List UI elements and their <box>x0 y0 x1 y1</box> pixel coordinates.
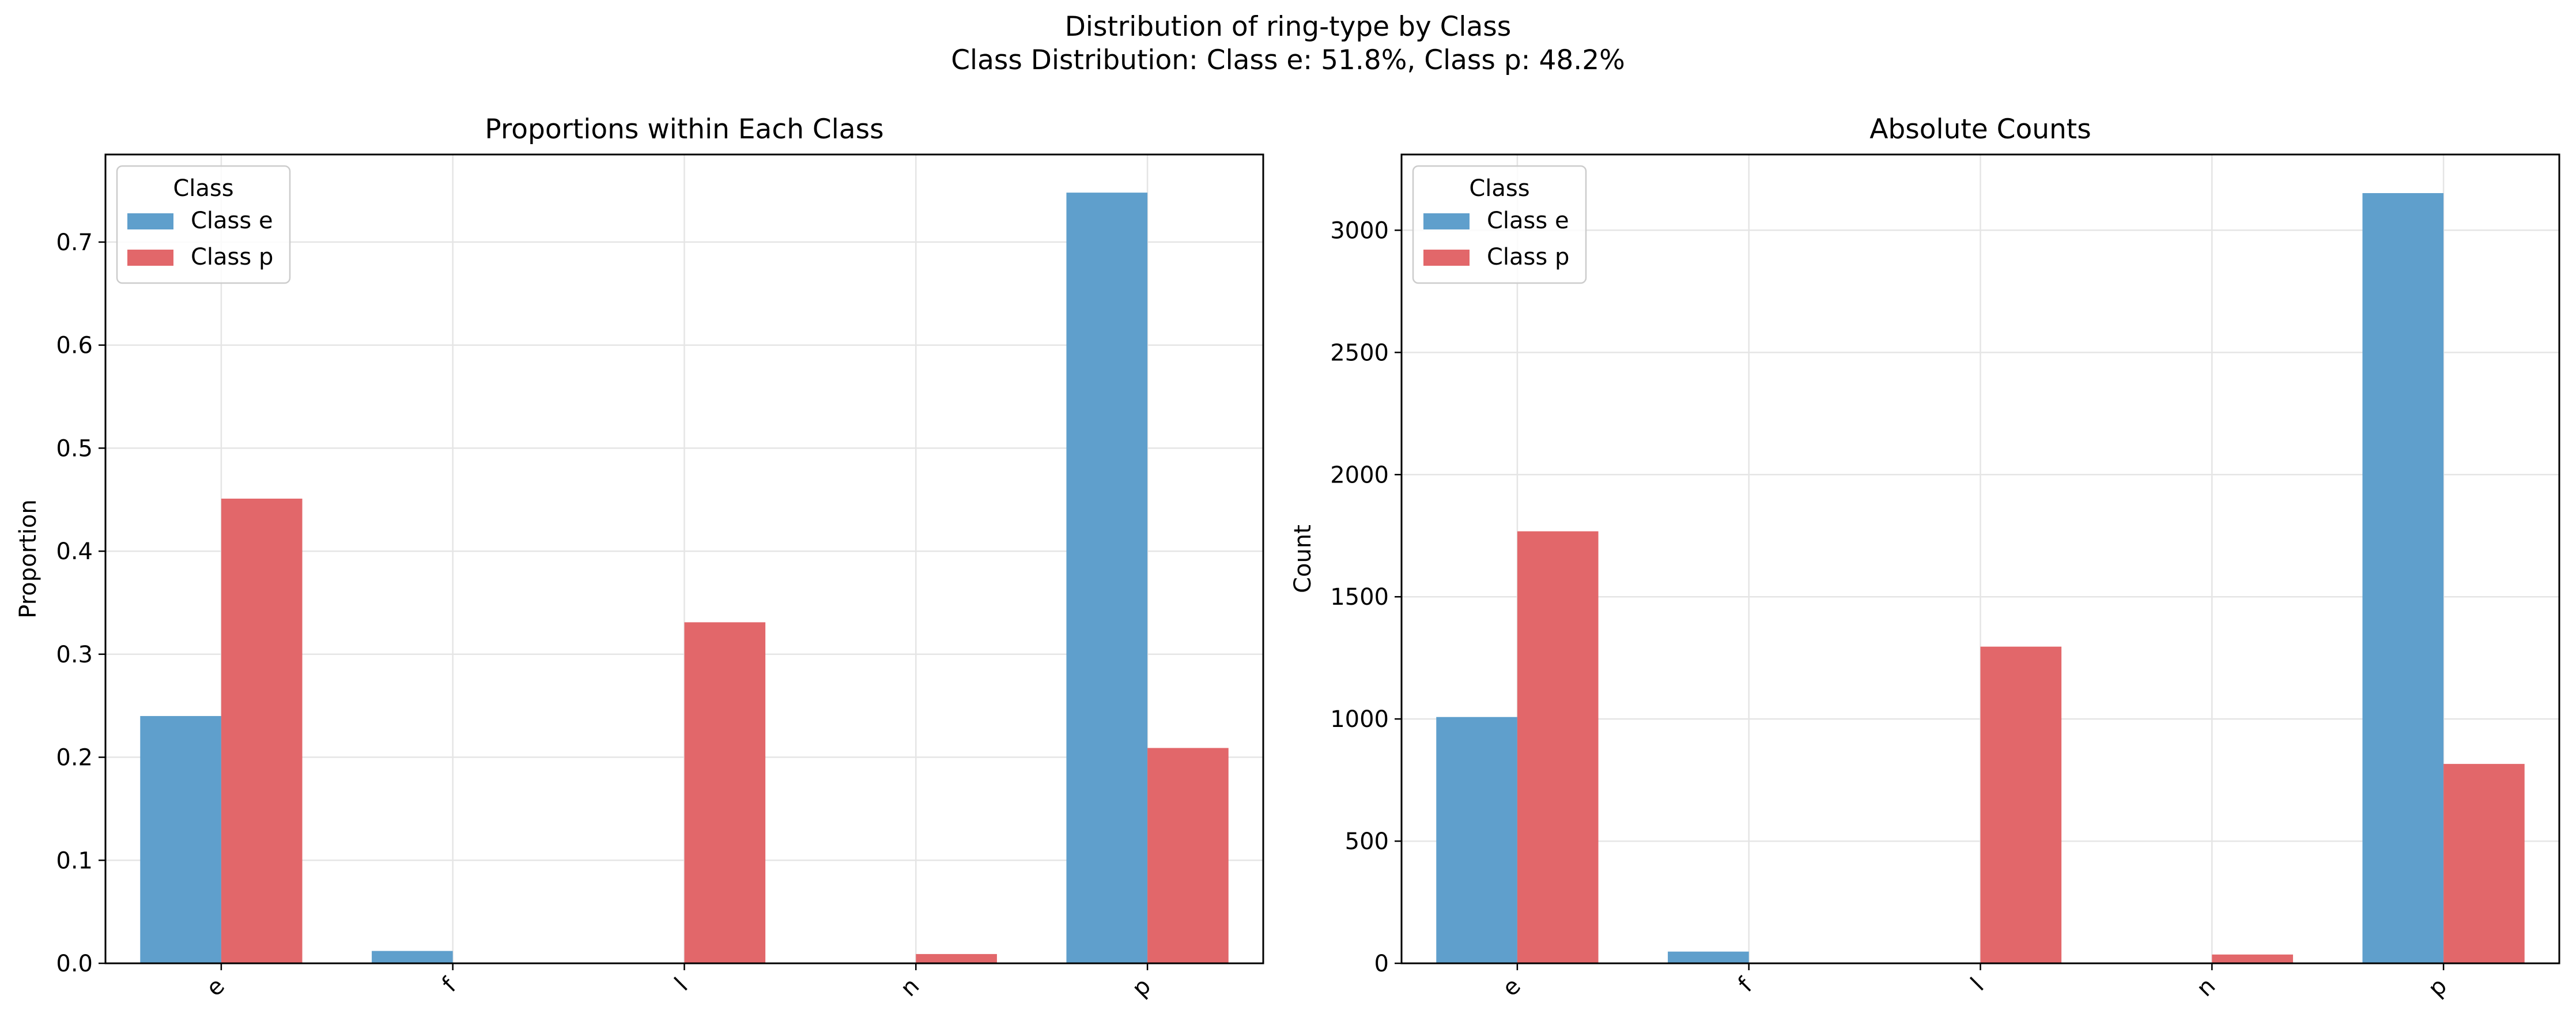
chart-title: Absolute Counts <box>1869 114 2091 145</box>
bar-class-p-p <box>1147 748 1229 963</box>
y-tick-label: 1500 <box>1330 584 1389 611</box>
y-tick-label: 0.7 <box>56 229 93 256</box>
bar-class-e-e <box>1436 717 1517 963</box>
y-tick-label: 0.3 <box>56 642 93 668</box>
legend-entry: Class e <box>1487 208 1569 234</box>
bar-class-p-e <box>1517 531 1599 963</box>
y-tick-label: 0.0 <box>56 951 93 977</box>
y-tick-label: 500 <box>1345 828 1389 855</box>
y-axis-label: Proportion <box>15 499 41 618</box>
y-tick-label: 3000 <box>1330 217 1389 244</box>
bar-class-p-n <box>916 954 997 963</box>
y-tick-label: 1000 <box>1330 706 1389 733</box>
bar-class-e-p <box>2362 193 2444 964</box>
y-tick-label: 0.6 <box>56 333 93 359</box>
legend-entry: Class p <box>1487 244 1569 270</box>
y-axis-label: Count <box>1290 525 1316 593</box>
legend-swatch <box>1423 213 1470 229</box>
bar-class-p-e <box>221 498 303 963</box>
legend-title: Class <box>1469 175 1529 202</box>
chart-title: Proportions within Each Class <box>485 114 883 145</box>
figure-title: Distribution of ring-type by Class <box>1065 11 1512 43</box>
chart-proportions: 0.00.10.20.30.40.50.60.7e f l n pProportions… <box>15 114 1264 1002</box>
bar-class-e-e <box>140 716 221 963</box>
bar-class-p-n <box>2212 954 2293 963</box>
y-tick-label: 0.1 <box>56 847 93 874</box>
bar-class-p-l <box>1980 646 2062 963</box>
y-tick-label: 0 <box>1374 951 1389 977</box>
legend-swatch <box>127 213 173 229</box>
bar-class-e-f <box>372 951 453 963</box>
y-tick-label: 2500 <box>1330 340 1389 366</box>
y-tick-label: 0.4 <box>56 538 93 565</box>
legend-entry: Class p <box>191 244 273 270</box>
figure-subtitle: Class Distribution: Class e: 51.8%, Clas… <box>951 44 1625 76</box>
legend-entry: Class e <box>191 208 273 234</box>
bar-class-e-f <box>1668 951 1749 963</box>
legend-title: Class <box>173 175 233 202</box>
y-tick-label: 2000 <box>1330 462 1389 488</box>
y-tick-label: 0.2 <box>56 745 93 771</box>
bar-class-p-p <box>2443 764 2525 963</box>
y-tick-label: 0.5 <box>56 435 93 462</box>
legend-swatch <box>127 250 173 266</box>
legend-swatch <box>1423 250 1470 266</box>
bar-class-e-p <box>1066 193 1148 963</box>
bar-class-p-l <box>684 622 766 963</box>
